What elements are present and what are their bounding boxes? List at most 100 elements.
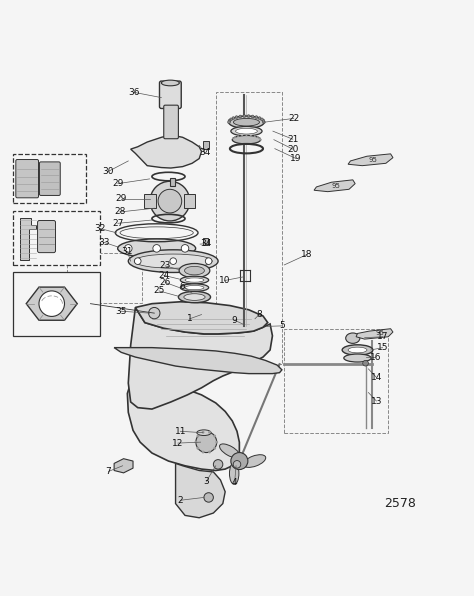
Ellipse shape bbox=[184, 294, 205, 300]
Bar bbox=[284, 329, 388, 433]
Circle shape bbox=[215, 440, 218, 443]
Bar bbox=[216, 92, 282, 364]
Bar bbox=[12, 272, 100, 336]
Polygon shape bbox=[136, 302, 268, 334]
Circle shape bbox=[246, 135, 247, 136]
Ellipse shape bbox=[344, 354, 371, 362]
Circle shape bbox=[232, 117, 235, 120]
Text: 30: 30 bbox=[103, 167, 114, 176]
Circle shape bbox=[243, 114, 246, 117]
Circle shape bbox=[251, 115, 254, 118]
Circle shape bbox=[239, 115, 242, 118]
Circle shape bbox=[181, 244, 189, 252]
Polygon shape bbox=[356, 329, 393, 339]
Bar bbox=[203, 141, 209, 149]
Bar bbox=[12, 210, 100, 265]
Ellipse shape bbox=[179, 263, 210, 278]
Circle shape bbox=[263, 121, 265, 123]
Text: 19: 19 bbox=[291, 154, 302, 163]
Bar bbox=[170, 178, 174, 187]
Circle shape bbox=[228, 121, 230, 123]
Ellipse shape bbox=[128, 250, 218, 272]
Ellipse shape bbox=[348, 347, 367, 353]
Circle shape bbox=[158, 190, 182, 213]
Text: 10: 10 bbox=[219, 276, 230, 285]
Circle shape bbox=[196, 447, 199, 449]
Circle shape bbox=[255, 116, 258, 119]
Polygon shape bbox=[175, 464, 225, 518]
Polygon shape bbox=[114, 459, 133, 473]
Circle shape bbox=[233, 461, 241, 468]
FancyBboxPatch shape bbox=[164, 105, 178, 139]
Circle shape bbox=[231, 452, 248, 470]
Ellipse shape bbox=[134, 254, 212, 268]
Text: 29: 29 bbox=[112, 179, 124, 188]
Circle shape bbox=[232, 138, 234, 139]
Text: 17: 17 bbox=[377, 332, 388, 342]
Bar bbox=[184, 194, 195, 208]
Circle shape bbox=[213, 434, 216, 437]
Polygon shape bbox=[128, 374, 239, 470]
Text: 29: 29 bbox=[116, 194, 127, 203]
Circle shape bbox=[237, 135, 239, 137]
Text: 36: 36 bbox=[129, 88, 140, 97]
Text: 34: 34 bbox=[199, 148, 210, 157]
Circle shape bbox=[208, 431, 211, 434]
Circle shape bbox=[258, 117, 261, 120]
Bar bbox=[145, 194, 156, 208]
Text: 13: 13 bbox=[371, 396, 382, 405]
FancyBboxPatch shape bbox=[159, 81, 181, 108]
Circle shape bbox=[196, 434, 199, 437]
Ellipse shape bbox=[185, 285, 204, 290]
Circle shape bbox=[254, 135, 256, 137]
Polygon shape bbox=[19, 218, 36, 260]
Polygon shape bbox=[128, 308, 273, 409]
Circle shape bbox=[228, 119, 231, 122]
Circle shape bbox=[153, 244, 160, 252]
Text: 2: 2 bbox=[177, 496, 183, 505]
Ellipse shape bbox=[185, 278, 204, 282]
Text: 6: 6 bbox=[180, 282, 185, 291]
Text: 4: 4 bbox=[232, 478, 237, 487]
Text: 25: 25 bbox=[153, 287, 164, 296]
Ellipse shape bbox=[231, 126, 262, 136]
Ellipse shape bbox=[118, 239, 196, 258]
Text: 22: 22 bbox=[288, 114, 300, 123]
Text: 27: 27 bbox=[112, 219, 124, 228]
Circle shape bbox=[247, 114, 250, 117]
Text: 95: 95 bbox=[368, 157, 377, 163]
Circle shape bbox=[259, 138, 261, 139]
Text: 7: 7 bbox=[106, 467, 111, 476]
Text: 18: 18 bbox=[301, 250, 313, 259]
Ellipse shape bbox=[161, 80, 179, 86]
Ellipse shape bbox=[219, 444, 240, 458]
Circle shape bbox=[149, 308, 160, 319]
Text: 24: 24 bbox=[158, 271, 169, 280]
Circle shape bbox=[150, 181, 190, 221]
Text: 16: 16 bbox=[370, 353, 381, 362]
Ellipse shape bbox=[180, 284, 209, 291]
Circle shape bbox=[229, 118, 232, 121]
Ellipse shape bbox=[342, 345, 373, 355]
Text: 5: 5 bbox=[279, 321, 285, 330]
Ellipse shape bbox=[243, 455, 266, 467]
Circle shape bbox=[125, 244, 132, 252]
Ellipse shape bbox=[178, 291, 210, 303]
Circle shape bbox=[196, 432, 217, 452]
Circle shape bbox=[194, 440, 197, 443]
Circle shape bbox=[170, 258, 176, 265]
Ellipse shape bbox=[346, 333, 360, 343]
Ellipse shape bbox=[184, 266, 204, 275]
Text: 32: 32 bbox=[94, 224, 106, 233]
Polygon shape bbox=[114, 347, 282, 374]
Bar bbox=[12, 154, 86, 203]
Text: 95: 95 bbox=[375, 330, 384, 337]
Circle shape bbox=[234, 136, 236, 138]
Text: 8: 8 bbox=[257, 309, 263, 319]
Ellipse shape bbox=[229, 116, 264, 128]
Circle shape bbox=[201, 451, 204, 454]
Circle shape bbox=[201, 431, 204, 434]
Text: 28: 28 bbox=[114, 207, 126, 216]
Circle shape bbox=[260, 139, 262, 141]
FancyBboxPatch shape bbox=[39, 162, 60, 195]
